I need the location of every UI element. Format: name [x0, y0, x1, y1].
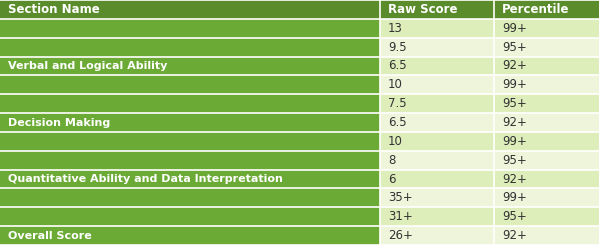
Text: Decision Making: Decision Making: [8, 118, 110, 127]
Bar: [380, 226, 494, 245]
Text: 92+: 92+: [502, 116, 527, 129]
Bar: [494, 226, 599, 245]
Bar: [380, 132, 494, 151]
Bar: [494, 170, 599, 188]
Text: 95+: 95+: [502, 97, 527, 110]
Text: Percentile: Percentile: [502, 3, 570, 16]
Bar: [494, 188, 599, 207]
Text: 7.5: 7.5: [388, 97, 407, 110]
Bar: [380, 113, 494, 132]
Text: 99+: 99+: [502, 191, 527, 204]
Bar: [494, 132, 599, 151]
Text: 99+: 99+: [502, 78, 527, 91]
Text: 92+: 92+: [502, 60, 527, 73]
Text: 95+: 95+: [502, 41, 527, 54]
Text: 10: 10: [388, 78, 403, 91]
Bar: [380, 94, 494, 113]
Text: 13: 13: [388, 22, 403, 35]
Text: 99+: 99+: [502, 135, 527, 148]
Bar: [494, 94, 599, 113]
Bar: [380, 207, 494, 226]
Bar: [0, 75, 380, 132]
Text: Section Name: Section Name: [8, 3, 99, 16]
Text: 31+: 31+: [388, 210, 413, 223]
Text: 6: 6: [388, 172, 396, 185]
Text: Verbal and Logical Ability: Verbal and Logical Ability: [8, 61, 167, 71]
Bar: [380, 75, 494, 94]
Bar: [494, 57, 599, 75]
Bar: [494, 19, 599, 38]
Text: Raw Score: Raw Score: [388, 3, 458, 16]
Bar: [380, 0, 494, 19]
Text: 10: 10: [388, 135, 403, 148]
Bar: [380, 57, 494, 75]
Bar: [0, 0, 380, 19]
Bar: [0, 188, 380, 245]
Text: Overall Score: Overall Score: [8, 231, 92, 241]
Bar: [380, 38, 494, 57]
Text: 35+: 35+: [388, 191, 413, 204]
Bar: [494, 0, 599, 19]
Bar: [494, 207, 599, 226]
Bar: [0, 132, 380, 188]
Bar: [380, 170, 494, 188]
Text: 95+: 95+: [502, 154, 527, 167]
Bar: [494, 151, 599, 170]
Bar: [380, 151, 494, 170]
Text: 99+: 99+: [502, 22, 527, 35]
Bar: [380, 19, 494, 38]
Text: Quantitative Ability and Data Interpretation: Quantitative Ability and Data Interpreta…: [8, 174, 283, 184]
Bar: [0, 19, 380, 75]
Text: 95+: 95+: [502, 210, 527, 223]
Text: 9.5: 9.5: [388, 41, 407, 54]
Bar: [494, 75, 599, 94]
Text: 26+: 26+: [388, 229, 413, 242]
Bar: [494, 113, 599, 132]
Text: 8: 8: [388, 154, 395, 167]
Text: 6.5: 6.5: [388, 116, 407, 129]
Text: 92+: 92+: [502, 172, 527, 185]
Text: 92+: 92+: [502, 229, 527, 242]
Text: 6.5: 6.5: [388, 60, 407, 73]
Bar: [380, 188, 494, 207]
Bar: [494, 38, 599, 57]
